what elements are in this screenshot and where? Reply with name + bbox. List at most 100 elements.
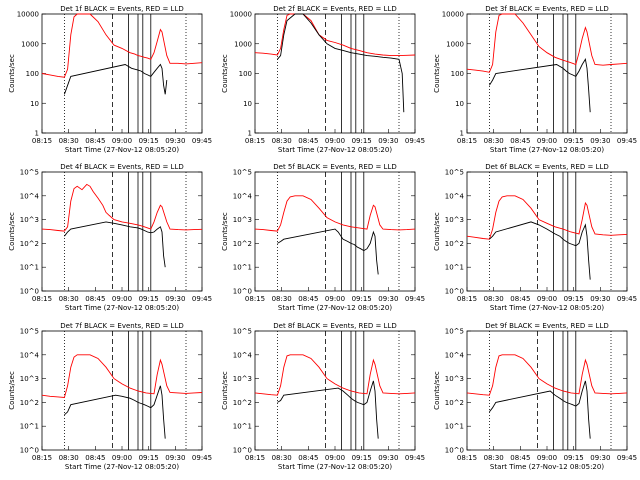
panel-title: Det 5f BLACK = Events, RED = LLD: [273, 163, 396, 171]
y-tick-label: 10^4: [233, 192, 253, 200]
x-tick-label: 09:45: [617, 295, 637, 303]
y-tick-label: 10^1: [20, 423, 39, 431]
series-red-lld: [41, 183, 203, 232]
x-tick-label: 08:30: [272, 454, 292, 462]
x-tick-label: 09:45: [192, 295, 212, 303]
panel-4: Det 4f BLACK = Events, RED = LLD 10^0 10^1…: [8, 163, 212, 312]
panel-title: Det 4f BLACK = Events, RED = LLD: [60, 163, 183, 171]
x-tick-label: 09:30: [590, 454, 610, 462]
x-tick-label: 08:15: [32, 295, 52, 303]
y-tick-label: 10^4: [20, 192, 40, 200]
series-black-events: [489, 221, 591, 280]
x-tick-label: 08:30: [484, 454, 504, 462]
x-tick-label: 08:45: [510, 295, 530, 303]
y-axis-label: Counts/sec: [8, 54, 16, 93]
y-tick-label: 10^1: [233, 423, 252, 431]
y-tick-label: 100: [239, 70, 252, 78]
x-tick-label: 08:15: [245, 295, 265, 303]
y-tick-label: 10^0: [20, 447, 39, 455]
x-tick-label: 09:45: [405, 295, 425, 303]
series-red-lld: [254, 195, 416, 232]
y-tick-label: 10^3: [20, 375, 39, 383]
panel-title: Det 3f BLACK = Events, RED = LLD: [485, 5, 608, 13]
x-tick-label: 08:30: [272, 295, 292, 303]
panel-title: Det 2f BLACK = Events, RED = LLD: [273, 5, 396, 13]
x-tick-label: 08:15: [457, 137, 477, 145]
x-tick-label: 08:15: [32, 454, 52, 462]
x-tick-label: 09:45: [192, 137, 212, 145]
y-tick-label: 10^1: [233, 264, 252, 272]
x-tick-label: 09:30: [165, 137, 185, 145]
x-tick-label: 08:15: [245, 137, 265, 145]
y-axis-label: Counts/sec: [433, 54, 441, 93]
panel-5: Det 5f BLACK = Events, RED = LLD 10^0 10^1…: [221, 163, 425, 312]
x-tick-label: 09:30: [165, 295, 185, 303]
x-tick-label: 09:00: [112, 137, 132, 145]
x-tick-label: 08:45: [510, 454, 530, 462]
y-tick-label: 100: [26, 70, 39, 78]
x-tick-label: 09:15: [564, 295, 584, 303]
series-black-events: [277, 228, 379, 275]
y-tick-label: 1000: [234, 40, 252, 48]
y-tick-label: 10^5: [20, 328, 39, 336]
x-tick-label: 08:45: [85, 454, 105, 462]
series-black-events: [277, 13, 405, 113]
x-axis-label: Start Time (27-Nov-12 08:05:20): [490, 304, 604, 312]
y-tick-label: 10^3: [233, 216, 252, 224]
series-black-events: [64, 385, 166, 439]
x-tick-label: 09:30: [378, 137, 398, 145]
y-tick-label: 10^3: [233, 375, 252, 383]
x-tick-label: 08:30: [272, 137, 292, 145]
series-red-lld: [466, 354, 628, 396]
x-axis-label: Start Time (27-Nov-12 08:05:20): [65, 146, 179, 154]
y-tick-label: 10^3: [445, 375, 464, 383]
x-axis-label: Start Time (27-Nov-12 08:05:20): [278, 463, 392, 471]
x-tick-label: 09:00: [325, 137, 345, 145]
y-tick-label: 10: [455, 100, 464, 108]
panel-title: Det 1f BLACK = Events, RED = LLD: [60, 5, 183, 13]
y-tick-label: 10^0: [20, 288, 39, 296]
y-tick-label: 10^5: [445, 328, 464, 336]
x-tick-label: 09:15: [564, 137, 584, 145]
series-black-events: [64, 221, 166, 268]
x-tick-label: 09:45: [192, 454, 212, 462]
y-tick-label: 10^2: [233, 399, 252, 407]
y-axis-label: Counts/sec: [433, 371, 441, 410]
y-tick-label: 1: [248, 130, 252, 138]
plot-frame: [254, 171, 416, 292]
series-red-lld: [41, 354, 203, 398]
x-tick-label: 09:45: [405, 137, 425, 145]
x-tick-label: 08:45: [85, 295, 105, 303]
x-tick-label: 09:15: [139, 454, 159, 462]
x-tick-label: 08:15: [245, 454, 265, 462]
x-tick-label: 09:15: [352, 454, 372, 462]
x-tick-label: 09:30: [378, 454, 398, 462]
y-tick-label: 10^3: [445, 216, 464, 224]
x-tick-label: 09:15: [139, 137, 159, 145]
x-tick-label: 08:45: [298, 295, 318, 303]
x-tick-label: 09:00: [537, 454, 557, 462]
x-tick-label: 09:45: [405, 454, 425, 462]
y-tick-label: 10: [30, 100, 39, 108]
series-red-lld: [466, 13, 628, 73]
y-tick-label: 10^0: [233, 288, 252, 296]
y-tick-label: 1000: [21, 40, 39, 48]
y-tick-label: 10^0: [445, 288, 464, 296]
x-axis-label: Start Time (27-Nov-12 08:05:20): [490, 463, 604, 471]
x-tick-label: 09:30: [378, 295, 398, 303]
panel-title: Det 6f BLACK = Events, RED = LLD: [485, 163, 608, 171]
y-tick-label: 10^4: [20, 351, 40, 359]
y-tick-label: 10000: [230, 11, 252, 19]
y-tick-label: 10^1: [445, 423, 464, 431]
y-tick-label: 10^2: [20, 240, 39, 248]
x-tick-label: 08:45: [85, 137, 105, 145]
y-tick-label: 10^5: [20, 169, 39, 177]
y-tick-label: 10^5: [445, 169, 464, 177]
y-axis-label: Counts/sec: [221, 212, 229, 251]
x-tick-label: 09:00: [537, 295, 557, 303]
plot-frame: [41, 171, 203, 292]
panel-8: Det 8f BLACK = Events, RED = LLD 10^0 10^1…: [221, 322, 425, 471]
y-axis-label: Counts/sec: [8, 212, 16, 251]
y-axis-label: Counts/sec: [8, 371, 16, 410]
y-axis-label: Counts/sec: [221, 371, 229, 410]
